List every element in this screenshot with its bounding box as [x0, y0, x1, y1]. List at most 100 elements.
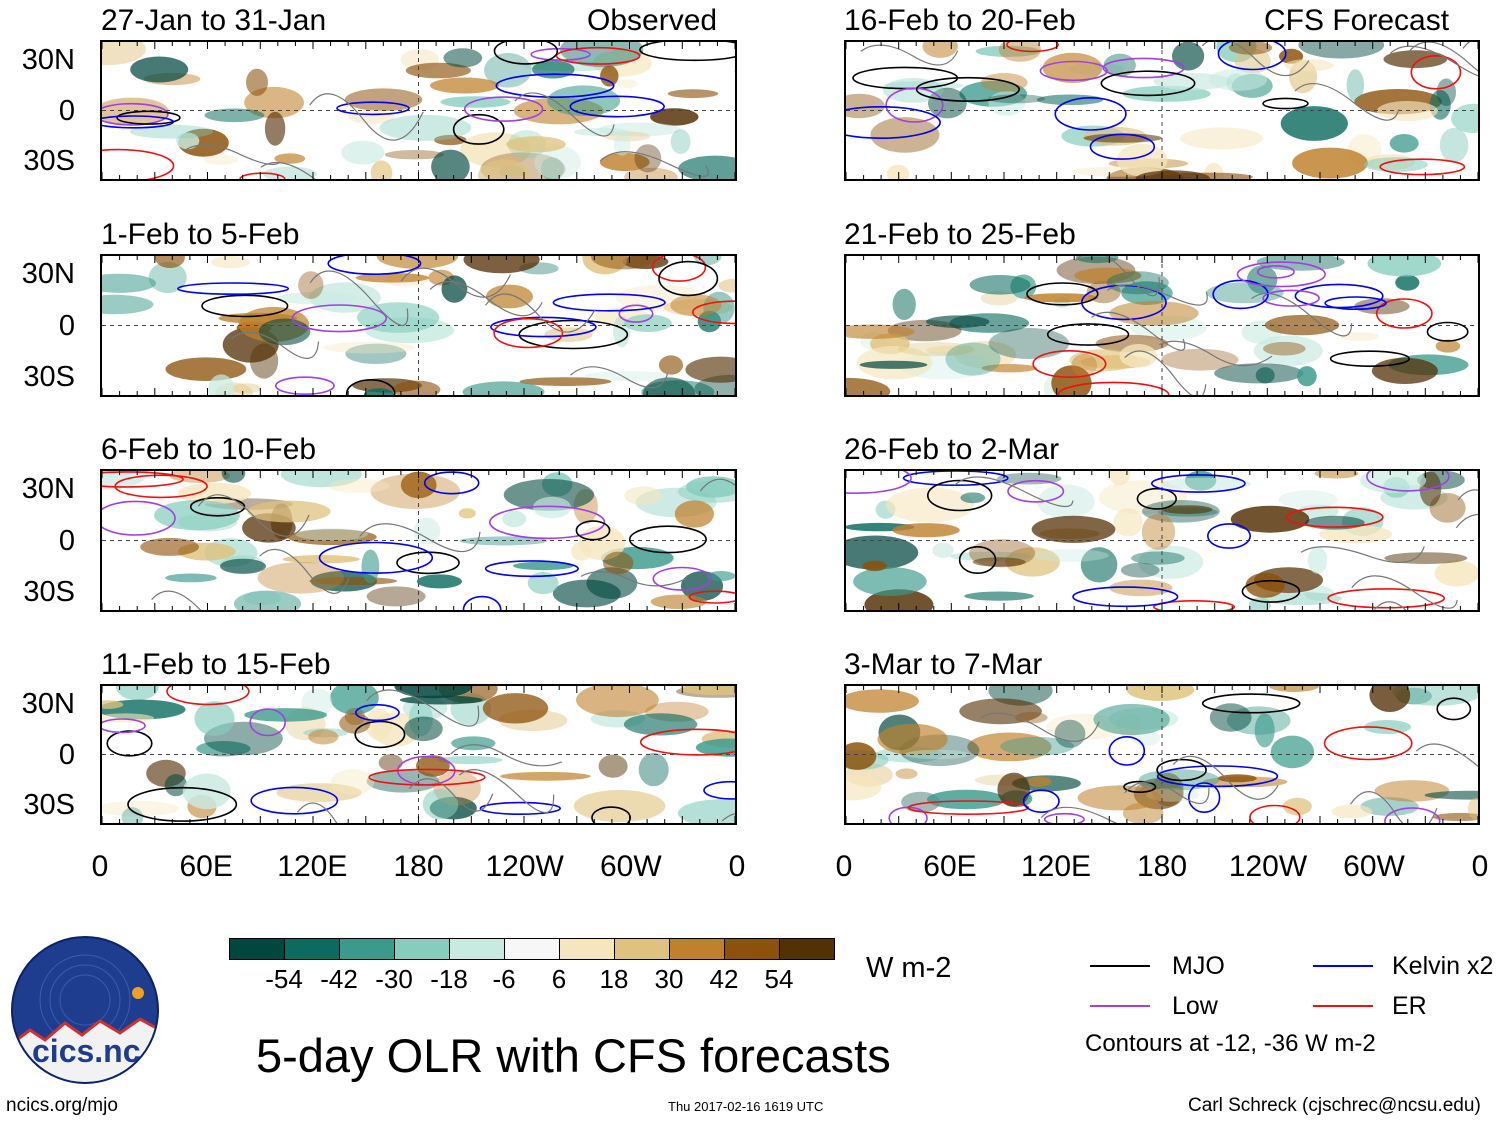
olr-anomaly-blob — [1304, 585, 1334, 601]
olr-anomaly-blob — [576, 686, 659, 718]
contour-loop — [518, 319, 629, 350]
olr-anomaly-blob — [130, 124, 213, 139]
olr-anomaly-blob — [650, 108, 699, 126]
contour-loop — [846, 106, 941, 139]
coastline — [1374, 601, 1407, 610]
olr-anomaly-blob — [282, 555, 360, 564]
olr-anomaly-blob — [1383, 50, 1448, 69]
coastline — [1350, 791, 1438, 823]
map-panel-observed-2 — [100, 254, 737, 397]
olr-anomaly-blob — [264, 111, 286, 146]
olr-anomaly-blob — [366, 586, 426, 607]
contour-loop — [106, 730, 153, 757]
coastline — [979, 712, 1100, 742]
contour-loop — [1426, 321, 1469, 342]
coastline — [514, 92, 615, 137]
olr-anomaly-blob — [1389, 134, 1419, 153]
olr-anomaly-blob — [1172, 42, 1205, 71]
olr-anomaly-blob — [1230, 505, 1310, 533]
olr-anomaly-blob — [182, 773, 231, 810]
colorbar-tick-label: 42 — [709, 964, 739, 994]
olr-anomaly-blob — [706, 571, 735, 581]
olr-anomaly-blob — [1284, 59, 1334, 72]
olr-anomaly-blob — [685, 356, 735, 383]
contour-loop — [1022, 789, 1060, 813]
coastline — [1040, 806, 1118, 823]
olr-anomaly-blob — [378, 754, 403, 772]
olr-anomaly-blob — [244, 708, 327, 722]
olr-anomaly-blob — [384, 150, 445, 160]
olr-anomaly-blob — [1367, 256, 1442, 277]
olr-anomaly-blob — [892, 523, 960, 538]
olr-anomaly-blob — [1051, 365, 1092, 395]
coastline — [408, 778, 494, 812]
colorbar: -54 -42 -30 -18 -6 6 18 30 42 54 — [229, 938, 835, 998]
olr-anomaly-blob — [877, 723, 948, 755]
olr-anomaly-blob — [441, 275, 468, 303]
coastline — [1159, 340, 1273, 367]
contour-loop — [490, 316, 597, 338]
olr-anomaly-blob — [379, 114, 472, 141]
footer-author: Carl Schreck (cjschrec@ncsu.edu) — [1188, 1095, 1481, 1116]
olr-anomaly-blob — [1093, 703, 1170, 736]
olr-anomaly-blob — [1432, 812, 1478, 822]
olr-anomaly-blob — [617, 79, 638, 89]
olr-anomaly-blob — [1346, 69, 1364, 102]
olr-anomaly-blob — [1209, 68, 1268, 91]
olr-anomaly-blob — [506, 136, 566, 153]
olr-anomaly-blob — [376, 256, 459, 269]
contour-loop — [639, 728, 735, 756]
colorbar-tick-label: -18 — [430, 964, 468, 994]
olr-anomaly-blob — [502, 510, 527, 528]
coastline — [260, 161, 316, 179]
olr-anomaly-blob — [846, 535, 919, 570]
olr-anomaly-blob — [1126, 686, 1195, 701]
contour-loop — [114, 474, 208, 499]
olr-anomaly-blob — [695, 738, 735, 757]
panel-title-2: 1-Feb to 5-Feb — [101, 218, 300, 251]
olr-anomaly-blob — [1319, 525, 1393, 544]
olr-anomaly-blob — [969, 275, 1031, 295]
olr-anomaly-blob — [846, 377, 891, 395]
olr-anomaly-blob — [484, 53, 532, 88]
olr-anomaly-blob — [667, 89, 719, 99]
olr-anomaly-blob — [1180, 127, 1263, 150]
olr-anomaly-blob — [1160, 477, 1251, 491]
lon-label: 0 — [835, 850, 853, 883]
contour-loop — [249, 708, 286, 737]
olr-anomaly-blob — [846, 93, 885, 119]
coastline — [1455, 513, 1478, 529]
contour-loop — [1089, 133, 1156, 160]
olr-anomaly-blob — [846, 689, 919, 713]
olr-anomaly-blob — [1054, 719, 1086, 748]
olr-anomaly-blob — [981, 364, 1038, 373]
olr-anomaly-blob — [1083, 133, 1163, 143]
contour-loop — [1032, 350, 1107, 379]
olr-anomaly-blob — [603, 551, 634, 575]
contour-loop — [489, 505, 606, 540]
contour-loop — [1323, 726, 1413, 761]
olr-anomaly-blob — [1071, 166, 1163, 177]
contour-loop — [926, 479, 993, 512]
olr-anomaly-blob — [846, 742, 877, 770]
olr-anomaly-blob — [895, 768, 918, 779]
contour-loop — [569, 95, 665, 118]
olr-anomaly-blob — [624, 486, 663, 506]
olr-anomaly-blob — [1023, 293, 1098, 303]
main-title: 5-day OLR with CFS forecasts — [256, 1029, 891, 1082]
contour-loop — [493, 42, 559, 65]
contour-loop — [1384, 807, 1441, 823]
olr-anomaly-blob — [886, 164, 910, 179]
olr-anomaly-blob — [121, 807, 144, 823]
olr-anomaly-blob — [233, 590, 302, 610]
olr-anomaly-blob — [980, 291, 1018, 306]
olr-anomaly-blob — [634, 144, 662, 173]
contour-loop — [201, 294, 289, 318]
olr-anomaly-blob — [885, 487, 974, 523]
logo-text: cics.nc — [32, 1033, 141, 1069]
olr-anomaly-blob — [1245, 572, 1285, 598]
olr-anomaly-blob — [458, 508, 476, 519]
map-panel-forecast-1 — [844, 40, 1480, 181]
lat-label: 30S — [23, 575, 75, 608]
coastline — [297, 802, 338, 823]
